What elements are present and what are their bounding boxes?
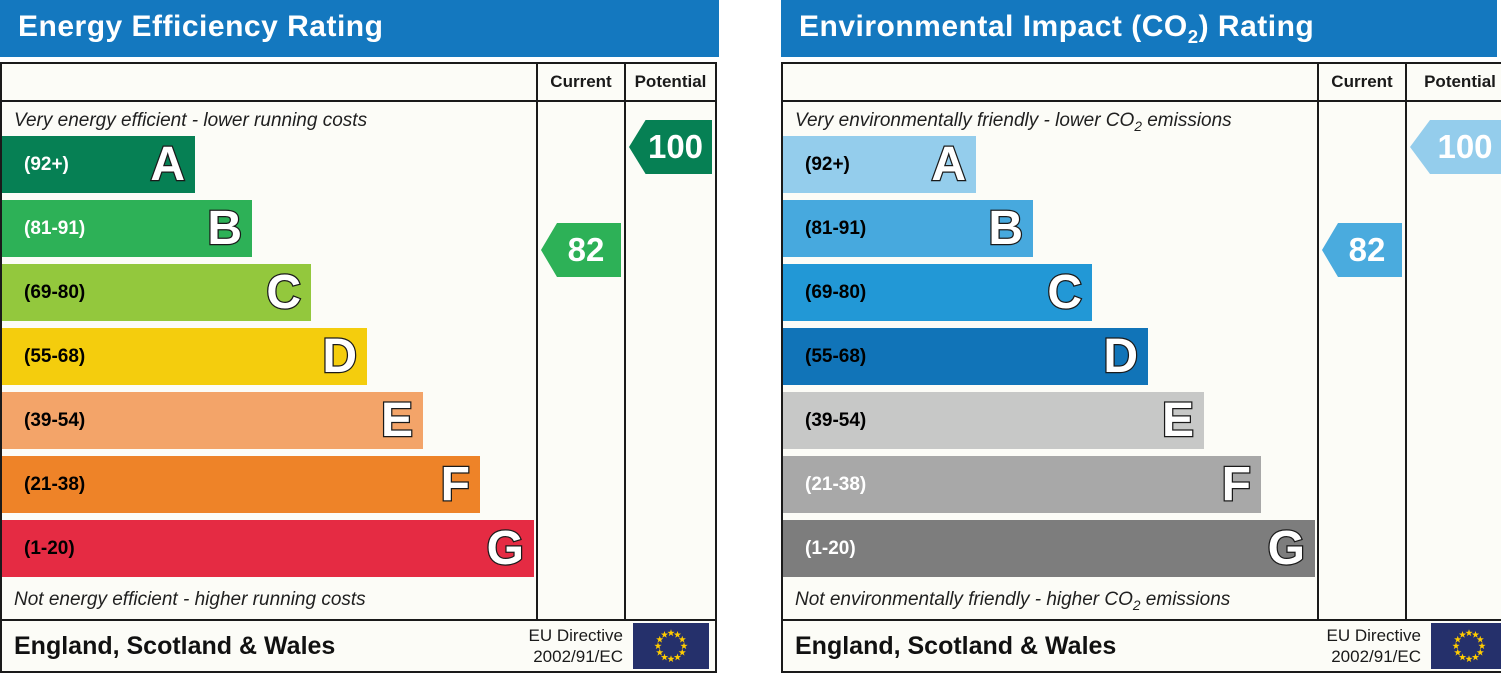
- potential-column-header: Potential: [1405, 64, 1501, 102]
- current-rating-value: 82: [567, 231, 605, 268]
- caption-top: Very energy efficient - lower running co…: [14, 110, 368, 131]
- potential-rating-value: 100: [647, 128, 704, 165]
- band-range: (81-91): [805, 217, 867, 239]
- band-letter: E: [1161, 393, 1196, 449]
- potential-rating-arrow: 100: [1410, 120, 1501, 174]
- page-title: Environmental Impact (CO2) Rating: [799, 9, 1315, 47]
- band-letter: G: [1266, 521, 1306, 577]
- band-b: (81-91) B: [2, 200, 252, 257]
- band-range: (39-54): [24, 409, 86, 431]
- band-letter: C: [265, 265, 302, 321]
- certificate-footer: England, Scotland & Wales EU Directive 2…: [2, 619, 715, 671]
- band-letter: F: [1220, 457, 1252, 513]
- bands-area: Very energy efficient - lower running co…: [2, 102, 536, 619]
- band-f: (21-38) F: [783, 456, 1261, 513]
- current-column: 82: [536, 102, 624, 619]
- band-range: (21-38): [805, 473, 867, 495]
- band-letter: D: [1102, 329, 1139, 385]
- band-e: (39-54) E: [2, 392, 423, 449]
- band-letter: A: [149, 137, 186, 193]
- band-letter: G: [485, 521, 525, 577]
- rating-bands: (92+) A (81-91) B (69-80) C (55-68) D: [783, 136, 1317, 584]
- band-letter: E: [380, 393, 415, 449]
- page-title: Energy Efficiency Rating: [18, 9, 384, 43]
- caption-top: Very environmentally friendly - lower CO…: [795, 110, 1232, 134]
- band-letter: A: [930, 137, 967, 193]
- band-range: (92+): [24, 153, 69, 175]
- band-range: (1-20): [805, 537, 856, 559]
- eu-flag-icon: [1431, 623, 1501, 669]
- potential-column-header: Potential: [624, 64, 715, 102]
- band-g: (1-20) G: [2, 520, 534, 577]
- band-range: (69-80): [24, 281, 86, 303]
- region-label: England, Scotland & Wales: [795, 631, 1117, 660]
- band-range: (39-54): [805, 409, 867, 431]
- current-column: 82: [1317, 102, 1405, 619]
- caption-bottom: Not energy efficient - higher running co…: [14, 589, 366, 611]
- band-g: (1-20) G: [783, 520, 1315, 577]
- band-a: (92+) A: [783, 136, 976, 193]
- energy-efficiency-title-bar: Energy Efficiency Rating: [0, 0, 719, 57]
- band-letter: B: [206, 201, 243, 257]
- rating-table: Current Potential Very energy efficient …: [0, 62, 717, 673]
- potential-rating-value: 100: [1437, 128, 1493, 165]
- band-a: (92+) A: [2, 136, 195, 193]
- potential-rating-arrow: 100: [629, 120, 712, 174]
- eu-directive-label: EU Directive 2002/91/EC: [1326, 625, 1421, 666]
- band-range: (55-68): [805, 345, 867, 367]
- eu-directive-label: EU Directive 2002/91/EC: [528, 625, 623, 666]
- band-range: (69-80): [805, 281, 867, 303]
- band-range: (21-38): [24, 473, 86, 495]
- eu-flag-icon: [633, 623, 709, 669]
- band-d: (55-68) D: [783, 328, 1148, 385]
- blank-header-cell: [783, 64, 1317, 102]
- band-letter: D: [321, 329, 358, 385]
- blank-header-cell: [2, 64, 536, 102]
- band-c: (69-80) C: [2, 264, 311, 321]
- band-letter: C: [1046, 265, 1083, 321]
- environmental-impact-title-bar: Environmental Impact (CO2) Rating: [781, 0, 1497, 57]
- band-letter: B: [987, 201, 1024, 257]
- energy-efficiency-chart: Energy Efficiency Rating Current Potenti…: [0, 0, 720, 675]
- band-range: (92+): [805, 153, 850, 175]
- band-f: (21-38) F: [2, 456, 480, 513]
- current-rating-value: 82: [1348, 231, 1386, 268]
- environmental-impact-chart: Environmental Impact (CO2) Rating Curren…: [781, 0, 1501, 675]
- band-e: (39-54) E: [783, 392, 1204, 449]
- band-c: (69-80) C: [783, 264, 1092, 321]
- band-range: (1-20): [24, 537, 75, 559]
- current-column-header: Current: [1317, 64, 1405, 102]
- current-rating-arrow: 82: [1322, 223, 1402, 277]
- band-b: (81-91) B: [783, 200, 1033, 257]
- certificate-footer: England, Scotland & Wales EU Directive 2…: [783, 619, 1501, 671]
- band-d: (55-68) D: [2, 328, 367, 385]
- current-column-header: Current: [536, 64, 624, 102]
- rating-table: Current Potential Very environmentally f…: [781, 62, 1501, 673]
- current-rating-arrow: 82: [541, 223, 621, 277]
- band-letter: F: [439, 457, 471, 513]
- bands-area: Very environmentally friendly - lower CO…: [783, 102, 1317, 619]
- potential-column: 100: [624, 102, 715, 619]
- caption-bottom: Not environmentally friendly - higher CO…: [795, 589, 1231, 613]
- band-range: (55-68): [24, 345, 86, 367]
- rating-bands: (92+) A (81-91) B (69-80) C (55-68) D: [2, 136, 536, 584]
- region-label: England, Scotland & Wales: [14, 631, 336, 660]
- potential-column: 100: [1405, 102, 1501, 619]
- band-range: (81-91): [24, 217, 86, 239]
